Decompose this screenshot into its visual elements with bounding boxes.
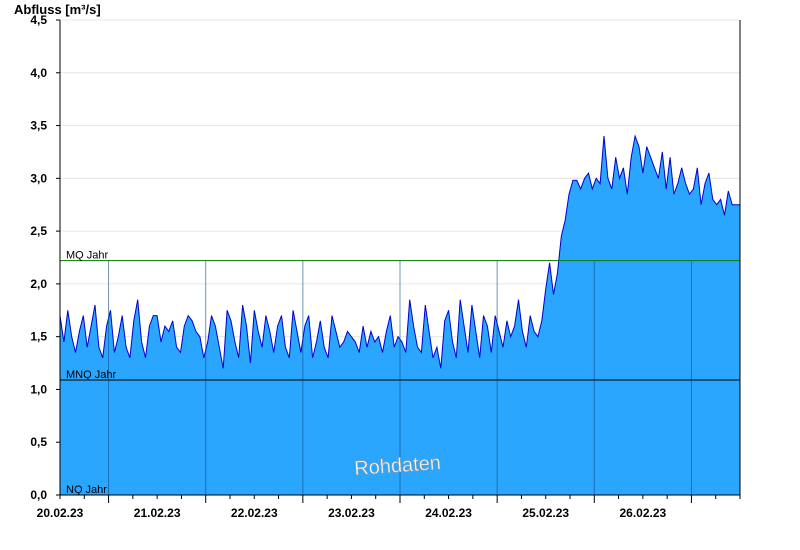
day-separator-lines bbox=[108, 260, 692, 495]
y-tick-label: 2,5 bbox=[30, 224, 47, 238]
y-tick-label: 3,0 bbox=[30, 171, 47, 185]
x-tick-label: 21.02.23 bbox=[134, 506, 181, 520]
y-tick-label: 4,5 bbox=[30, 13, 47, 27]
reference-label: NQ Jahr bbox=[66, 484, 107, 496]
x-tick-label: 22.02.23 bbox=[231, 506, 278, 520]
y-tick-label: 0,5 bbox=[30, 435, 47, 449]
x-tick-labels: 20.02.23 21.02.23 22.02.23 23.02.23 24.02.23… bbox=[37, 495, 741, 520]
y-tick-label: 2,0 bbox=[30, 277, 47, 291]
reference-label: MQ Jahr bbox=[66, 250, 109, 262]
y-tick-label: 1,5 bbox=[30, 330, 47, 344]
y-tick-labels: 0,0 0,5 1,0 1,5 2,0 2,5 3,0 3,5 4,0 4,5 bbox=[30, 13, 60, 502]
y-tick-label: 3,5 bbox=[30, 119, 47, 133]
reference-lines: MQ Jahr MNQ Jahr NQ Jahr bbox=[60, 250, 740, 496]
y-tick-label: 1,0 bbox=[30, 382, 47, 396]
y-tick-label: 4,0 bbox=[30, 66, 47, 80]
x-tick-label: 20.02.23 bbox=[37, 506, 84, 520]
x-tick-label: 23.02.23 bbox=[328, 506, 375, 520]
y-axis-title: Abfluss [m³/s] bbox=[14, 2, 101, 17]
x-tick-label: 26.02.23 bbox=[619, 506, 666, 520]
y-tick-label: 0,0 bbox=[30, 488, 47, 502]
reference-label: MNQ Jahr bbox=[66, 369, 116, 381]
x-tick-label: 25.02.23 bbox=[522, 506, 569, 520]
discharge-area bbox=[60, 136, 740, 495]
x-tick-label: 24.02.23 bbox=[425, 506, 472, 520]
